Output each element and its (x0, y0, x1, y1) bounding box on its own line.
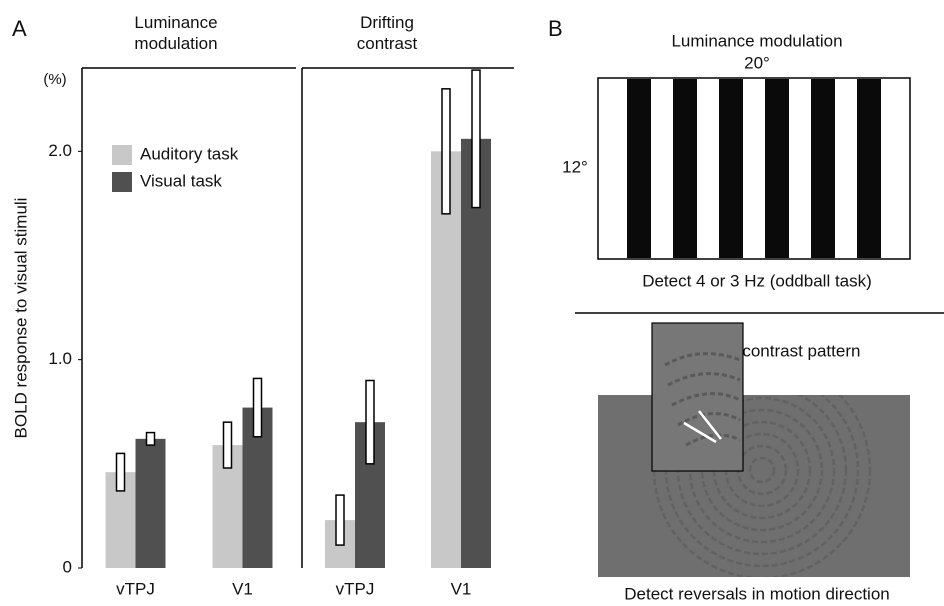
width-label: 20° (744, 53, 770, 72)
error-bar (224, 422, 232, 468)
y-tick-label: 0 (63, 557, 72, 576)
subplot-title: Luminance modulation (111, 12, 241, 54)
chart: A B (%) BOLD response to visual stimuli … (0, 0, 944, 606)
bar (136, 439, 166, 568)
panel-label: B (548, 16, 563, 41)
error-bar (254, 378, 262, 436)
panel-label: A (12, 16, 27, 41)
legend-swatch (112, 145, 132, 165)
subplot-title: Drifting contrast (342, 12, 432, 54)
x-tick-label: V1 (232, 579, 253, 598)
y-unit: (%) (43, 71, 66, 88)
x-tick-label: V1 (451, 579, 472, 598)
legend-label: Visual task (140, 171, 222, 190)
legend-swatch (112, 172, 132, 192)
error-bar (336, 495, 344, 545)
legend-label: Auditory task (140, 144, 239, 163)
y-tick-label: 2.0 (48, 141, 72, 160)
y-tick-label: 1.0 (48, 349, 72, 368)
error-bar (147, 433, 155, 446)
x-tick-label: vTPJ (116, 579, 155, 598)
error-bar (117, 453, 125, 491)
pattern-task: Detect reversals in motion direction (624, 584, 890, 603)
error-bar (472, 70, 480, 208)
y-axis-label: BOLD response to visual stimuli (11, 198, 30, 439)
grating-title: Luminance modulation (671, 31, 842, 50)
x-tick-label: vTPJ (336, 579, 375, 598)
figure: A B (%) BOLD response to visual stimuli … (0, 0, 944, 606)
grating-task: Detect 4 or 3 Hz (oddball task) (642, 271, 872, 290)
error-bar (442, 89, 450, 214)
height-label: 12° (562, 157, 588, 176)
error-bar (366, 381, 374, 464)
